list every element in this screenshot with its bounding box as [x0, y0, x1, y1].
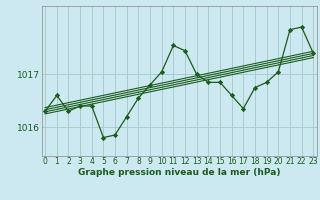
X-axis label: Graphe pression niveau de la mer (hPa): Graphe pression niveau de la mer (hPa)	[78, 168, 280, 177]
